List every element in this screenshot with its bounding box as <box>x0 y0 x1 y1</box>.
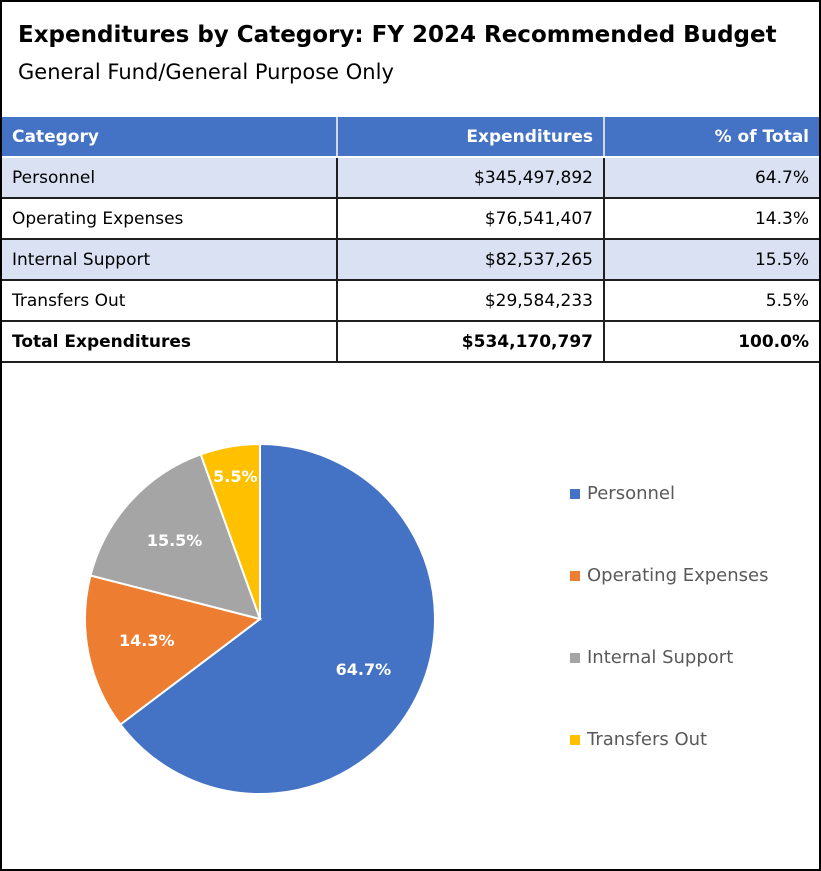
chart: 64.7% Personnel 14.3% Operating Expenses 15.… <box>84 442 768 795</box>
column-header: % of Total <box>603 117 819 158</box>
legend-swatch <box>570 653 580 663</box>
cell: $82,537,265 <box>336 238 605 281</box>
legend-swatch <box>570 735 580 745</box>
cell: $345,497,892 <box>336 156 605 199</box>
cell: Internal Support <box>2 238 338 281</box>
legend-label: Operating Expenses <box>587 565 768 586</box>
title: Expenditures by Category: FY 2024 Recomm… <box>18 22 777 48</box>
row: Operating Expenses $76,541,407 14.3% <box>2 197 819 240</box>
pie-slice <box>84 574 263 726</box>
total-row: Total Expenditures $534,170,797 100.0% <box>2 320 819 363</box>
cell: Total Expenditures <box>2 320 338 363</box>
cell: 100.0% <box>603 320 819 363</box>
data-label: 15.5% <box>147 531 203 550</box>
cell: $534,170,797 <box>336 320 605 363</box>
cell: 14.3% <box>603 197 819 240</box>
data-label: 64.7% <box>336 660 392 679</box>
cell: 5.5% <box>603 279 819 322</box>
cell: $76,541,407 <box>336 197 605 240</box>
pie-slice <box>118 442 436 795</box>
column-header: Category <box>2 117 338 158</box>
legend-label: Internal Support <box>587 647 733 668</box>
cell: Transfers Out <box>2 279 338 322</box>
row: Transfers Out $29,584,233 5.5% <box>2 279 819 322</box>
cell: $29,584,233 <box>336 279 605 322</box>
cell: Operating Expenses <box>2 197 338 240</box>
header-row: Category Expenditures% of Total <box>2 117 819 158</box>
cell: Personnel <box>2 156 338 199</box>
pie-slice <box>199 442 261 620</box>
row: Personnel $345,497,892 64.7% <box>2 156 819 199</box>
row: Internal Support $82,537,265 15.5% <box>2 238 819 281</box>
legend-swatch <box>570 571 580 581</box>
legend-label: Personnel <box>587 483 675 504</box>
pie-slice <box>89 453 262 621</box>
cell: 64.7% <box>603 156 819 199</box>
legend-swatch <box>570 489 580 499</box>
table: Category Expenditures% of Total Personnel $… <box>2 117 819 363</box>
cell: 15.5% <box>603 238 819 281</box>
data-label: 5.5% <box>213 467 257 486</box>
data-label: 14.3% <box>119 631 175 650</box>
subtitle: General Fund/General Purpose Only <box>18 60 394 84</box>
column-header: Expenditures <box>336 117 605 158</box>
legend-label: Transfers Out <box>586 729 707 750</box>
